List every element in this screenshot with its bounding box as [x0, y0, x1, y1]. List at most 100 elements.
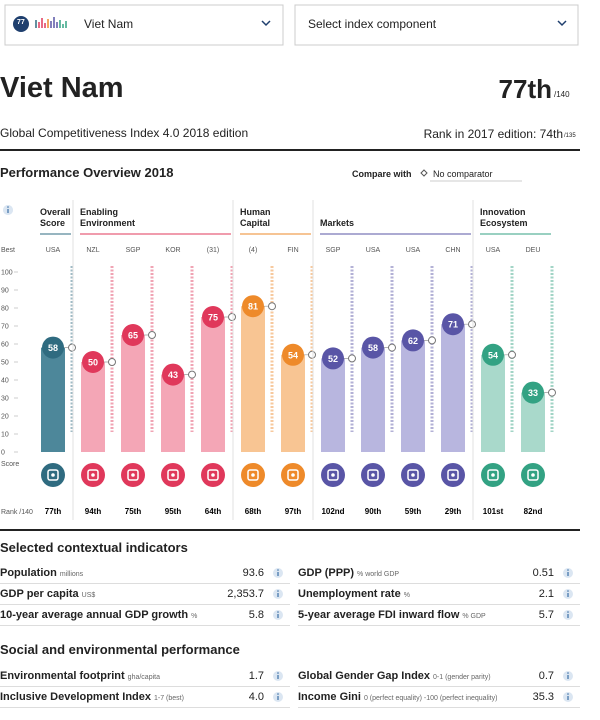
bar — [121, 335, 145, 452]
value-label: 65 — [128, 331, 138, 341]
chevron — [261, 20, 271, 27]
pillar-icon-glyph — [127, 469, 139, 481]
value-label: 33 — [528, 388, 538, 398]
rank-value: 102nd — [321, 507, 344, 516]
value-bubble — [522, 381, 544, 404]
indicator-value: 2.1 — [538, 588, 554, 600]
info-icon-dot — [7, 206, 9, 208]
rank-value: 94th — [85, 507, 102, 516]
pillar-icon-glyph — [531, 473, 535, 477]
pillar-icon-glyph — [411, 473, 415, 477]
section-title: Performance Overview 2018 — [0, 165, 174, 180]
group-header: Innovation Ecosystem — [480, 207, 528, 228]
pillar-icon-glyph — [527, 469, 539, 481]
value-marker — [348, 354, 356, 363]
pillar-icon-glyph — [51, 473, 55, 477]
section-title: Selected contextual indicators — [0, 540, 188, 555]
prior-rank: Rank in 2017 edition: 74th — [423, 127, 563, 141]
rank-value: 68th — [245, 507, 262, 516]
mini-bars-icon — [35, 17, 67, 28]
bar — [161, 374, 185, 452]
indicator-unit: % world GDP — [357, 571, 400, 578]
rank-value: 97th — [285, 507, 302, 516]
best-economy: USA — [46, 247, 61, 254]
indicator-value: 0.7 — [538, 670, 554, 682]
value-bubble — [482, 343, 504, 366]
y-tick-label: 40 — [1, 378, 9, 385]
pillar-icon-glyph — [407, 469, 419, 481]
indicator-value: 0.51 — [532, 567, 554, 579]
pillar-icon-glyph — [327, 469, 339, 481]
country-select[interactable]: Viet Nam — [84, 17, 134, 31]
value-marker — [148, 331, 156, 339]
indicator-label: GDP per capita US$ — [0, 588, 96, 600]
bar — [361, 347, 385, 452]
indicator-row: GDP (PPP)% world GDP 0.51 — [298, 563, 580, 584]
indicator-label: Population millions — [0, 567, 84, 579]
info-icon-dot — [277, 569, 279, 571]
rank-total: /140 — [554, 90, 570, 99]
info-icon-dot — [277, 611, 279, 613]
best-economy: CHN — [445, 247, 460, 254]
info-icon-dot — [567, 569, 569, 571]
best-economy: USA — [366, 247, 381, 254]
indicator-label: GDP (PPP)% world GDP — [298, 567, 400, 579]
indicator-row: 10-year average annual GDP growth% 5.8 — [0, 605, 290, 626]
y-tick-label: 20 — [1, 414, 9, 421]
y-tick-label: 80 — [1, 306, 9, 313]
value-label: 58 — [368, 343, 378, 353]
value-label: 50 — [88, 358, 98, 368]
component-dropdown[interactable] — [294, 4, 579, 46]
pillar-icon-glyph — [487, 469, 499, 481]
indicator-unit: US$ — [81, 592, 96, 599]
page-title: Viet Nam — [0, 72, 124, 104]
rank-value: 82nd — [524, 507, 543, 516]
value-label: 54 — [288, 350, 298, 360]
value-label: 43 — [168, 370, 178, 380]
value-bubble — [402, 329, 424, 352]
value-marker — [388, 343, 396, 352]
rank-value: 95th — [165, 507, 182, 516]
info-icon-dot — [277, 693, 279, 695]
pillar-icon-glyph — [331, 473, 335, 477]
value-marker — [108, 358, 116, 366]
y-tick-label: 0 — [1, 450, 5, 457]
value-bubble — [362, 336, 384, 359]
component-select[interactable]: Select index component — [308, 17, 437, 31]
y-tick-label: 60 — [1, 342, 9, 349]
indicator-label: Inclusive Development Index 1-7 (best) — [0, 691, 184, 703]
pillar-icon-glyph — [447, 469, 459, 481]
group-header: Enabling Environment — [80, 207, 136, 228]
value-label: 81 — [248, 302, 258, 312]
best-label: Best — [1, 247, 15, 254]
value-bubble — [82, 351, 104, 373]
comparator[interactable]: No comparator — [433, 169, 493, 179]
pillar-icon-glyph — [451, 473, 455, 477]
value-label: 71 — [448, 320, 458, 330]
indicator-value: 5.7 — [538, 609, 554, 621]
info-icon-dot — [277, 672, 279, 674]
pillar-icon-glyph — [167, 469, 179, 481]
indicator-value: 2,353.7 — [227, 588, 264, 600]
pillar-icon-glyph — [371, 473, 375, 477]
rank-value: 64th — [205, 507, 222, 516]
pillar-icon-glyph — [91, 473, 95, 477]
rank-value: 77th — [45, 507, 62, 516]
pillar-icon-glyph — [171, 473, 175, 477]
indicator-row: Inclusive Development Index 1-7 (best) 4.0 — [0, 687, 290, 708]
diamond — [420, 169, 428, 177]
indicator-unit: % — [191, 613, 198, 620]
indicator-value: 1.7 — [248, 670, 264, 682]
value-bubble — [282, 343, 304, 366]
country-dropdown[interactable] — [4, 4, 284, 46]
chevron — [557, 20, 567, 27]
info-icon-dot — [567, 611, 569, 613]
indicator-value: 93.6 — [242, 567, 264, 579]
best-economy: NZL — [86, 247, 99, 254]
value-bubble — [42, 336, 64, 359]
indicator-row: Population millions 93.6 — [0, 563, 290, 584]
best-economy: FIN — [287, 247, 298, 254]
rank-value: 75th — [125, 507, 142, 516]
best-economy: SGP — [326, 247, 341, 254]
